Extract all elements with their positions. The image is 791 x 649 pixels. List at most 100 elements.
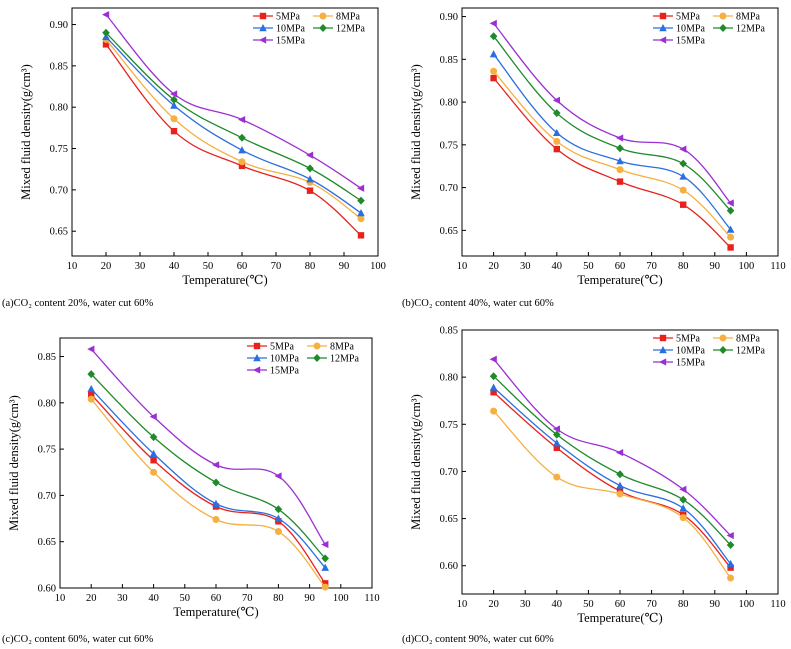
x-tick-label: 50	[203, 261, 214, 272]
legend-item-10MPa: 10MPa	[247, 354, 299, 365]
data-point-marker	[616, 166, 624, 174]
series-8MPa	[490, 407, 735, 582]
plot-frame	[71, 7, 379, 257]
data-point-marker	[553, 430, 561, 439]
data-point-marker	[321, 540, 329, 549]
x-tick-label: 90	[304, 593, 315, 604]
legend-marker	[313, 342, 321, 350]
data-point-marker	[616, 481, 624, 489]
data-point-marker	[489, 355, 497, 363]
legend-item-8MPa: 8MPa	[313, 12, 360, 23]
data-point-marker	[212, 478, 220, 487]
data-point-marker	[490, 407, 498, 415]
x-tick-label: 110	[770, 599, 785, 610]
x-tick-label: 20	[101, 261, 112, 272]
legend-marker	[319, 24, 327, 32]
y-tick-label: 0.65	[38, 537, 56, 548]
data-point-marker	[553, 473, 561, 481]
legend-marker	[659, 346, 667, 354]
legend-marker	[719, 334, 727, 342]
chart-panel-a: 10 20 30 40 50 60 70 80 90 100 0.65 0.70 0.75 0.80 0.8…	[19, 7, 386, 287]
series-line	[90, 394, 326, 584]
legend-label: 5MPa	[676, 334, 700, 345]
data-point-marker	[552, 425, 560, 433]
data-point-marker	[553, 128, 561, 137]
x-tick-label: 40	[552, 261, 563, 272]
legend-label: 5MPa	[276, 12, 300, 23]
data-point-marker	[170, 127, 178, 135]
caption-c: (c)CO₂ content 60%, water cut 60%	[2, 634, 154, 645]
legend: 5MPa 8MPa 10MPa 12MPa 15MPa	[653, 334, 765, 369]
data-point-marker	[679, 495, 687, 504]
data-point-marker	[553, 137, 561, 145]
y-tick-label: 0.80	[50, 103, 68, 114]
series-line	[493, 391, 732, 569]
legend-item-10MPa: 10MPa	[653, 24, 705, 35]
data-point-marker	[357, 215, 365, 223]
data-point-marker	[238, 133, 246, 142]
data-point-marker	[321, 563, 329, 571]
data-point-marker	[616, 448, 624, 457]
legend-label: 5MPa	[676, 12, 700, 23]
y-tick-label: 0.60	[38, 584, 56, 595]
data-point-marker	[212, 461, 220, 469]
data-point-marker	[357, 196, 365, 205]
data-point-marker	[552, 96, 560, 104]
data-point-marker	[149, 413, 157, 421]
data-point-marker	[87, 370, 95, 379]
data-point-marker	[553, 444, 560, 452]
legend-item-15MPa: 15MPa	[247, 366, 299, 377]
data-point-marker	[726, 540, 735, 549]
x-tick-label: 50	[180, 593, 191, 604]
data-point-marker	[726, 531, 734, 540]
x-tick-label: 100	[739, 261, 755, 272]
data-point-marker	[726, 206, 735, 215]
series-12MPa	[87, 370, 329, 563]
chart-panel-b: 10 20 30 40 50 60 70 80 90 100 110 0.65 0.70 0.75 0.80…	[409, 7, 786, 287]
x-axis-label: Temperature(℃)	[173, 605, 258, 619]
legend-marker	[319, 12, 327, 20]
legend-marker	[659, 24, 667, 32]
x-tick-label: 50	[583, 261, 594, 272]
data-point-marker	[149, 433, 158, 442]
x-tick-label: 20	[86, 593, 97, 604]
chart-panel-c: 10 20 30 40 50 60 70 80 90 100 110 0.60 0.65 0.70 0.75…	[7, 337, 380, 619]
legend-label: 15MPa	[270, 366, 299, 377]
series-12MPa	[489, 372, 735, 549]
data-point-marker	[87, 384, 95, 393]
data-point-marker	[727, 244, 734, 251]
x-tick-label: 20	[488, 261, 499, 272]
legend: 5MPa 8MPa 10MPa 12MPa 15MPa	[253, 12, 365, 47]
series-line	[105, 38, 362, 220]
data-point-marker	[170, 90, 178, 98]
y-tick-label: 0.75	[440, 140, 458, 151]
series-line	[493, 77, 732, 248]
legend-marker	[719, 12, 727, 20]
y-tick-label: 0.70	[38, 491, 56, 502]
data-point-marker	[238, 116, 246, 124]
x-tick-label: 10	[67, 261, 78, 272]
series-10MPa	[489, 383, 735, 568]
caption-a: (a)CO₂ content 20%, water cut 60%	[2, 298, 154, 309]
data-point-marker	[726, 225, 735, 233]
x-tick-label: 40	[552, 599, 563, 610]
x-tick-label: 80	[678, 599, 689, 610]
x-tick-label: 80	[678, 261, 689, 272]
x-tick-label: 100	[739, 599, 755, 610]
x-tick-label: 90	[710, 261, 721, 272]
data-point-marker	[321, 554, 329, 563]
legend-label: 15MPa	[276, 36, 305, 47]
data-point-marker	[274, 528, 282, 536]
series-5MPa	[490, 389, 734, 571]
data-point-marker	[489, 383, 498, 391]
series-12MPa	[489, 32, 735, 215]
data-point-marker	[679, 504, 687, 512]
x-tick-label: 30	[117, 593, 128, 604]
series-line	[90, 373, 326, 559]
data-point-marker	[553, 145, 560, 153]
data-point-marker	[616, 144, 624, 153]
data-point-marker	[679, 159, 687, 168]
legend-marker	[259, 36, 267, 44]
series-12MPa	[102, 28, 365, 205]
